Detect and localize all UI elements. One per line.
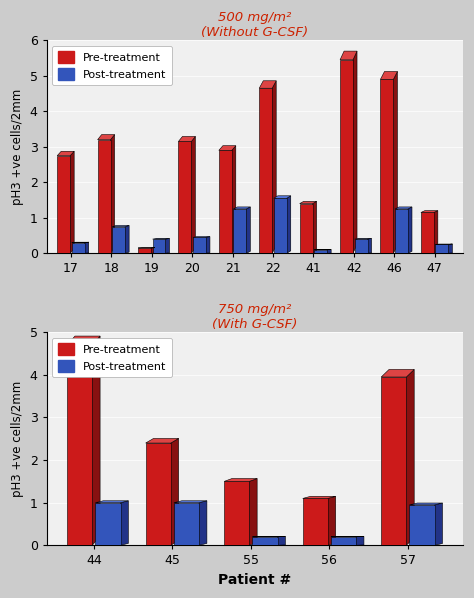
Polygon shape bbox=[98, 140, 110, 254]
Polygon shape bbox=[125, 225, 129, 254]
Polygon shape bbox=[381, 80, 393, 254]
Polygon shape bbox=[253, 537, 278, 545]
Polygon shape bbox=[421, 210, 438, 212]
Polygon shape bbox=[85, 242, 89, 254]
Polygon shape bbox=[232, 146, 236, 254]
Polygon shape bbox=[151, 248, 155, 254]
Polygon shape bbox=[67, 345, 92, 545]
Polygon shape bbox=[112, 227, 125, 254]
Polygon shape bbox=[259, 89, 272, 254]
Polygon shape bbox=[98, 135, 115, 140]
Polygon shape bbox=[178, 142, 191, 254]
Polygon shape bbox=[110, 135, 115, 254]
Y-axis label: pH3 +ve cells/2mm: pH3 +ve cells/2mm bbox=[11, 381, 24, 497]
Polygon shape bbox=[406, 370, 414, 545]
Polygon shape bbox=[340, 51, 357, 60]
Polygon shape bbox=[393, 72, 397, 254]
Polygon shape bbox=[193, 237, 206, 254]
Polygon shape bbox=[259, 81, 276, 89]
Polygon shape bbox=[340, 60, 353, 254]
Polygon shape bbox=[92, 336, 100, 545]
Polygon shape bbox=[436, 245, 448, 254]
Polygon shape bbox=[331, 537, 356, 545]
Polygon shape bbox=[246, 207, 250, 254]
Polygon shape bbox=[191, 136, 195, 254]
Polygon shape bbox=[328, 496, 336, 545]
Polygon shape bbox=[57, 155, 70, 254]
Polygon shape bbox=[300, 202, 317, 203]
Polygon shape bbox=[408, 207, 412, 254]
Polygon shape bbox=[278, 536, 285, 545]
Polygon shape bbox=[174, 503, 199, 545]
Polygon shape bbox=[72, 243, 85, 254]
Polygon shape bbox=[303, 499, 328, 545]
Polygon shape bbox=[199, 501, 207, 545]
Polygon shape bbox=[233, 209, 246, 254]
Polygon shape bbox=[395, 209, 408, 254]
Polygon shape bbox=[356, 536, 364, 545]
Polygon shape bbox=[314, 250, 327, 254]
Polygon shape bbox=[395, 207, 412, 209]
Y-axis label: pH3 +ve cells/2mm: pH3 +ve cells/2mm bbox=[11, 89, 24, 205]
Polygon shape bbox=[95, 503, 120, 545]
Polygon shape bbox=[219, 150, 232, 254]
Polygon shape bbox=[219, 146, 236, 150]
Polygon shape bbox=[381, 370, 414, 377]
Polygon shape bbox=[274, 199, 287, 254]
Polygon shape bbox=[435, 503, 442, 545]
Polygon shape bbox=[381, 72, 397, 80]
Polygon shape bbox=[303, 496, 336, 499]
Polygon shape bbox=[146, 438, 179, 443]
Title: 500 mg/m²
(Without G-CSF): 500 mg/m² (Without G-CSF) bbox=[201, 11, 309, 39]
Polygon shape bbox=[165, 239, 170, 254]
Title: 750 mg/m²
(With G-CSF): 750 mg/m² (With G-CSF) bbox=[212, 303, 298, 331]
Polygon shape bbox=[224, 478, 257, 481]
Polygon shape bbox=[95, 501, 128, 503]
Polygon shape bbox=[312, 202, 317, 254]
Polygon shape bbox=[355, 239, 367, 254]
X-axis label: Patient #: Patient # bbox=[218, 573, 292, 587]
Polygon shape bbox=[153, 239, 165, 254]
Polygon shape bbox=[57, 151, 74, 155]
Polygon shape bbox=[67, 336, 100, 345]
Polygon shape bbox=[224, 481, 249, 545]
Polygon shape bbox=[421, 212, 434, 254]
Polygon shape bbox=[249, 478, 257, 545]
Polygon shape bbox=[410, 505, 435, 545]
Polygon shape bbox=[120, 501, 128, 545]
Polygon shape bbox=[353, 51, 357, 254]
Polygon shape bbox=[274, 196, 291, 199]
Legend: Pre-treatment, Post-treatment: Pre-treatment, Post-treatment bbox=[52, 46, 172, 86]
Polygon shape bbox=[112, 225, 129, 227]
Legend: Pre-treatment, Post-treatment: Pre-treatment, Post-treatment bbox=[52, 338, 172, 377]
Polygon shape bbox=[300, 203, 312, 254]
Polygon shape bbox=[206, 237, 210, 254]
Polygon shape bbox=[146, 443, 171, 545]
Polygon shape bbox=[233, 207, 250, 209]
Polygon shape bbox=[448, 244, 452, 254]
Polygon shape bbox=[272, 81, 276, 254]
Polygon shape bbox=[434, 210, 438, 254]
Polygon shape bbox=[327, 249, 331, 254]
Polygon shape bbox=[381, 377, 406, 545]
Polygon shape bbox=[70, 151, 74, 254]
Polygon shape bbox=[178, 136, 195, 142]
Polygon shape bbox=[410, 503, 442, 505]
Polygon shape bbox=[171, 438, 179, 545]
Polygon shape bbox=[174, 501, 207, 503]
Polygon shape bbox=[287, 196, 291, 254]
Polygon shape bbox=[367, 239, 372, 254]
Polygon shape bbox=[138, 248, 151, 254]
